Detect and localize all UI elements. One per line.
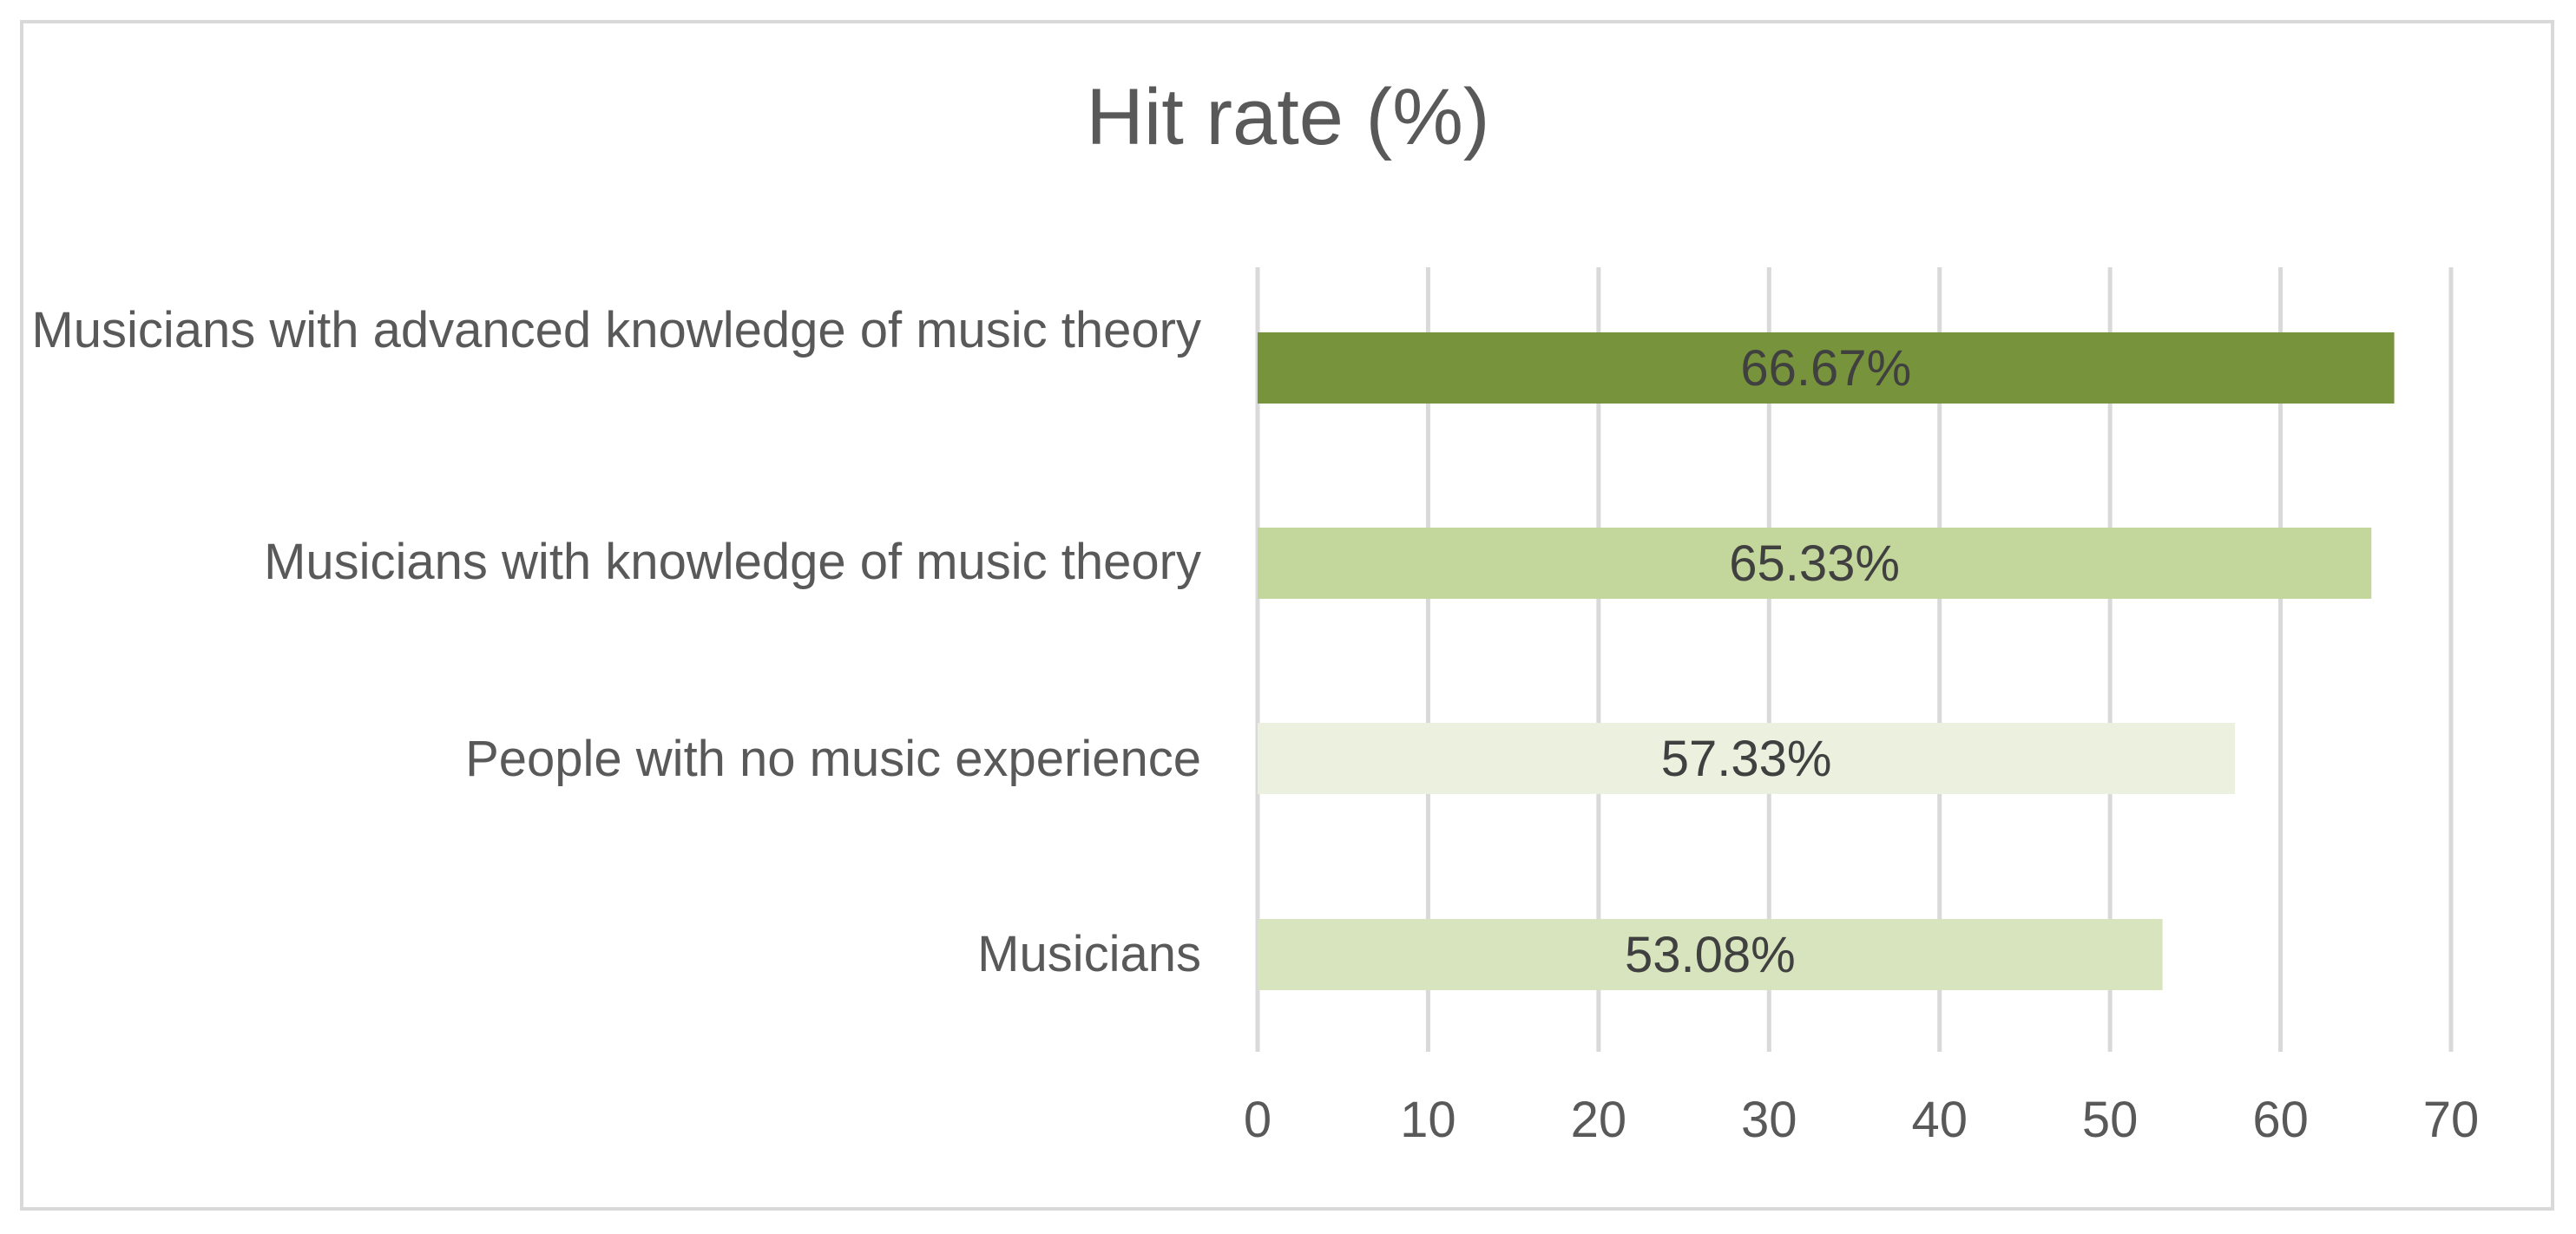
data-label: 53.08% — [1625, 927, 1796, 983]
data-label: 65.33% — [1729, 535, 1900, 592]
chart-frame — [20, 20, 2554, 1211]
x-tick-label: 50 — [2082, 1092, 2139, 1148]
x-tick-label: 70 — [2423, 1092, 2480, 1148]
x-tick-label: 40 — [1911, 1092, 1968, 1148]
x-tick-label: 20 — [1571, 1092, 1627, 1148]
x-tick-label: 10 — [1400, 1092, 1456, 1148]
bar — [1258, 332, 2395, 404]
bar — [1258, 723, 2236, 794]
category-label: Musicians with knowledge of music theory — [264, 534, 1201, 590]
x-tick-label: 30 — [1741, 1092, 1797, 1148]
data-label: 57.33% — [1661, 731, 1832, 787]
x-tick-label: 60 — [2252, 1092, 2309, 1148]
bar — [1258, 528, 2372, 599]
category-label: People with no music experience — [465, 731, 1201, 787]
chart-title: Hit rate (%) — [1086, 73, 1490, 161]
category-label: Musicians with advanced knowledge of mus… — [31, 302, 1201, 358]
x-tick-label: 0 — [1244, 1092, 1272, 1148]
category-label: Musicians — [977, 926, 1201, 982]
data-label: 66.67% — [1740, 340, 1911, 397]
bar — [1258, 919, 2163, 990]
